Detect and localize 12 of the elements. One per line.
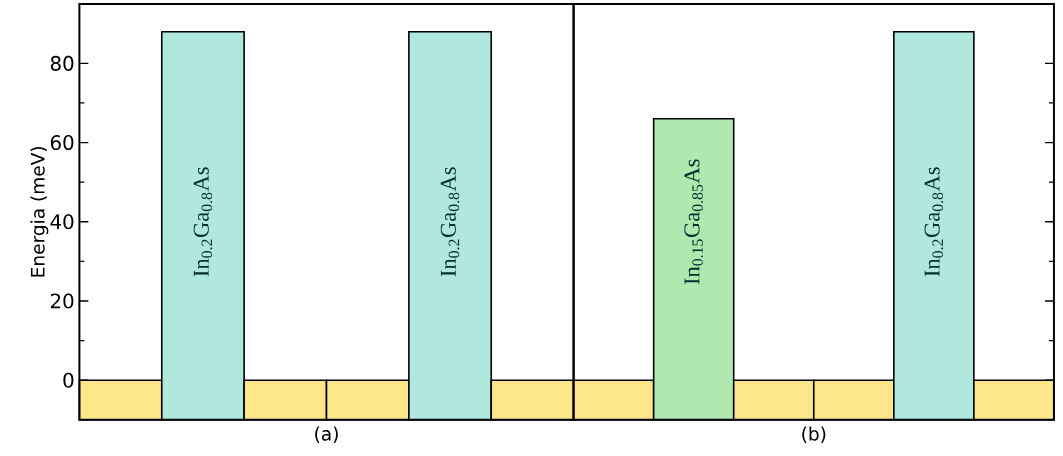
- x-tick-label: In$_{0.2}$Ga$_{0.8}$As: [440, 167, 460, 277]
- y-tick-label: 40: [50, 214, 74, 230]
- y-tick-label: 60: [50, 135, 74, 151]
- x-tick-label: In$_{0.2}$Ga$_{0.8}$As: [193, 167, 213, 277]
- y-tick-label: 20: [50, 293, 74, 309]
- y-tick-label: 0: [63, 372, 74, 388]
- x-axis-title: (a): [315, 426, 338, 444]
- x-axis-title: (b): [802, 426, 826, 444]
- x-tick-label: In$_{0.15}$Ga$_{0.85}$As: [684, 159, 703, 285]
- x-tick-label: In$_{0.2}$Ga$_{0.8}$As: [924, 167, 944, 277]
- y-axis-title: Energia (meV): [30, 147, 49, 277]
- y-tick-label: 80: [50, 56, 74, 72]
